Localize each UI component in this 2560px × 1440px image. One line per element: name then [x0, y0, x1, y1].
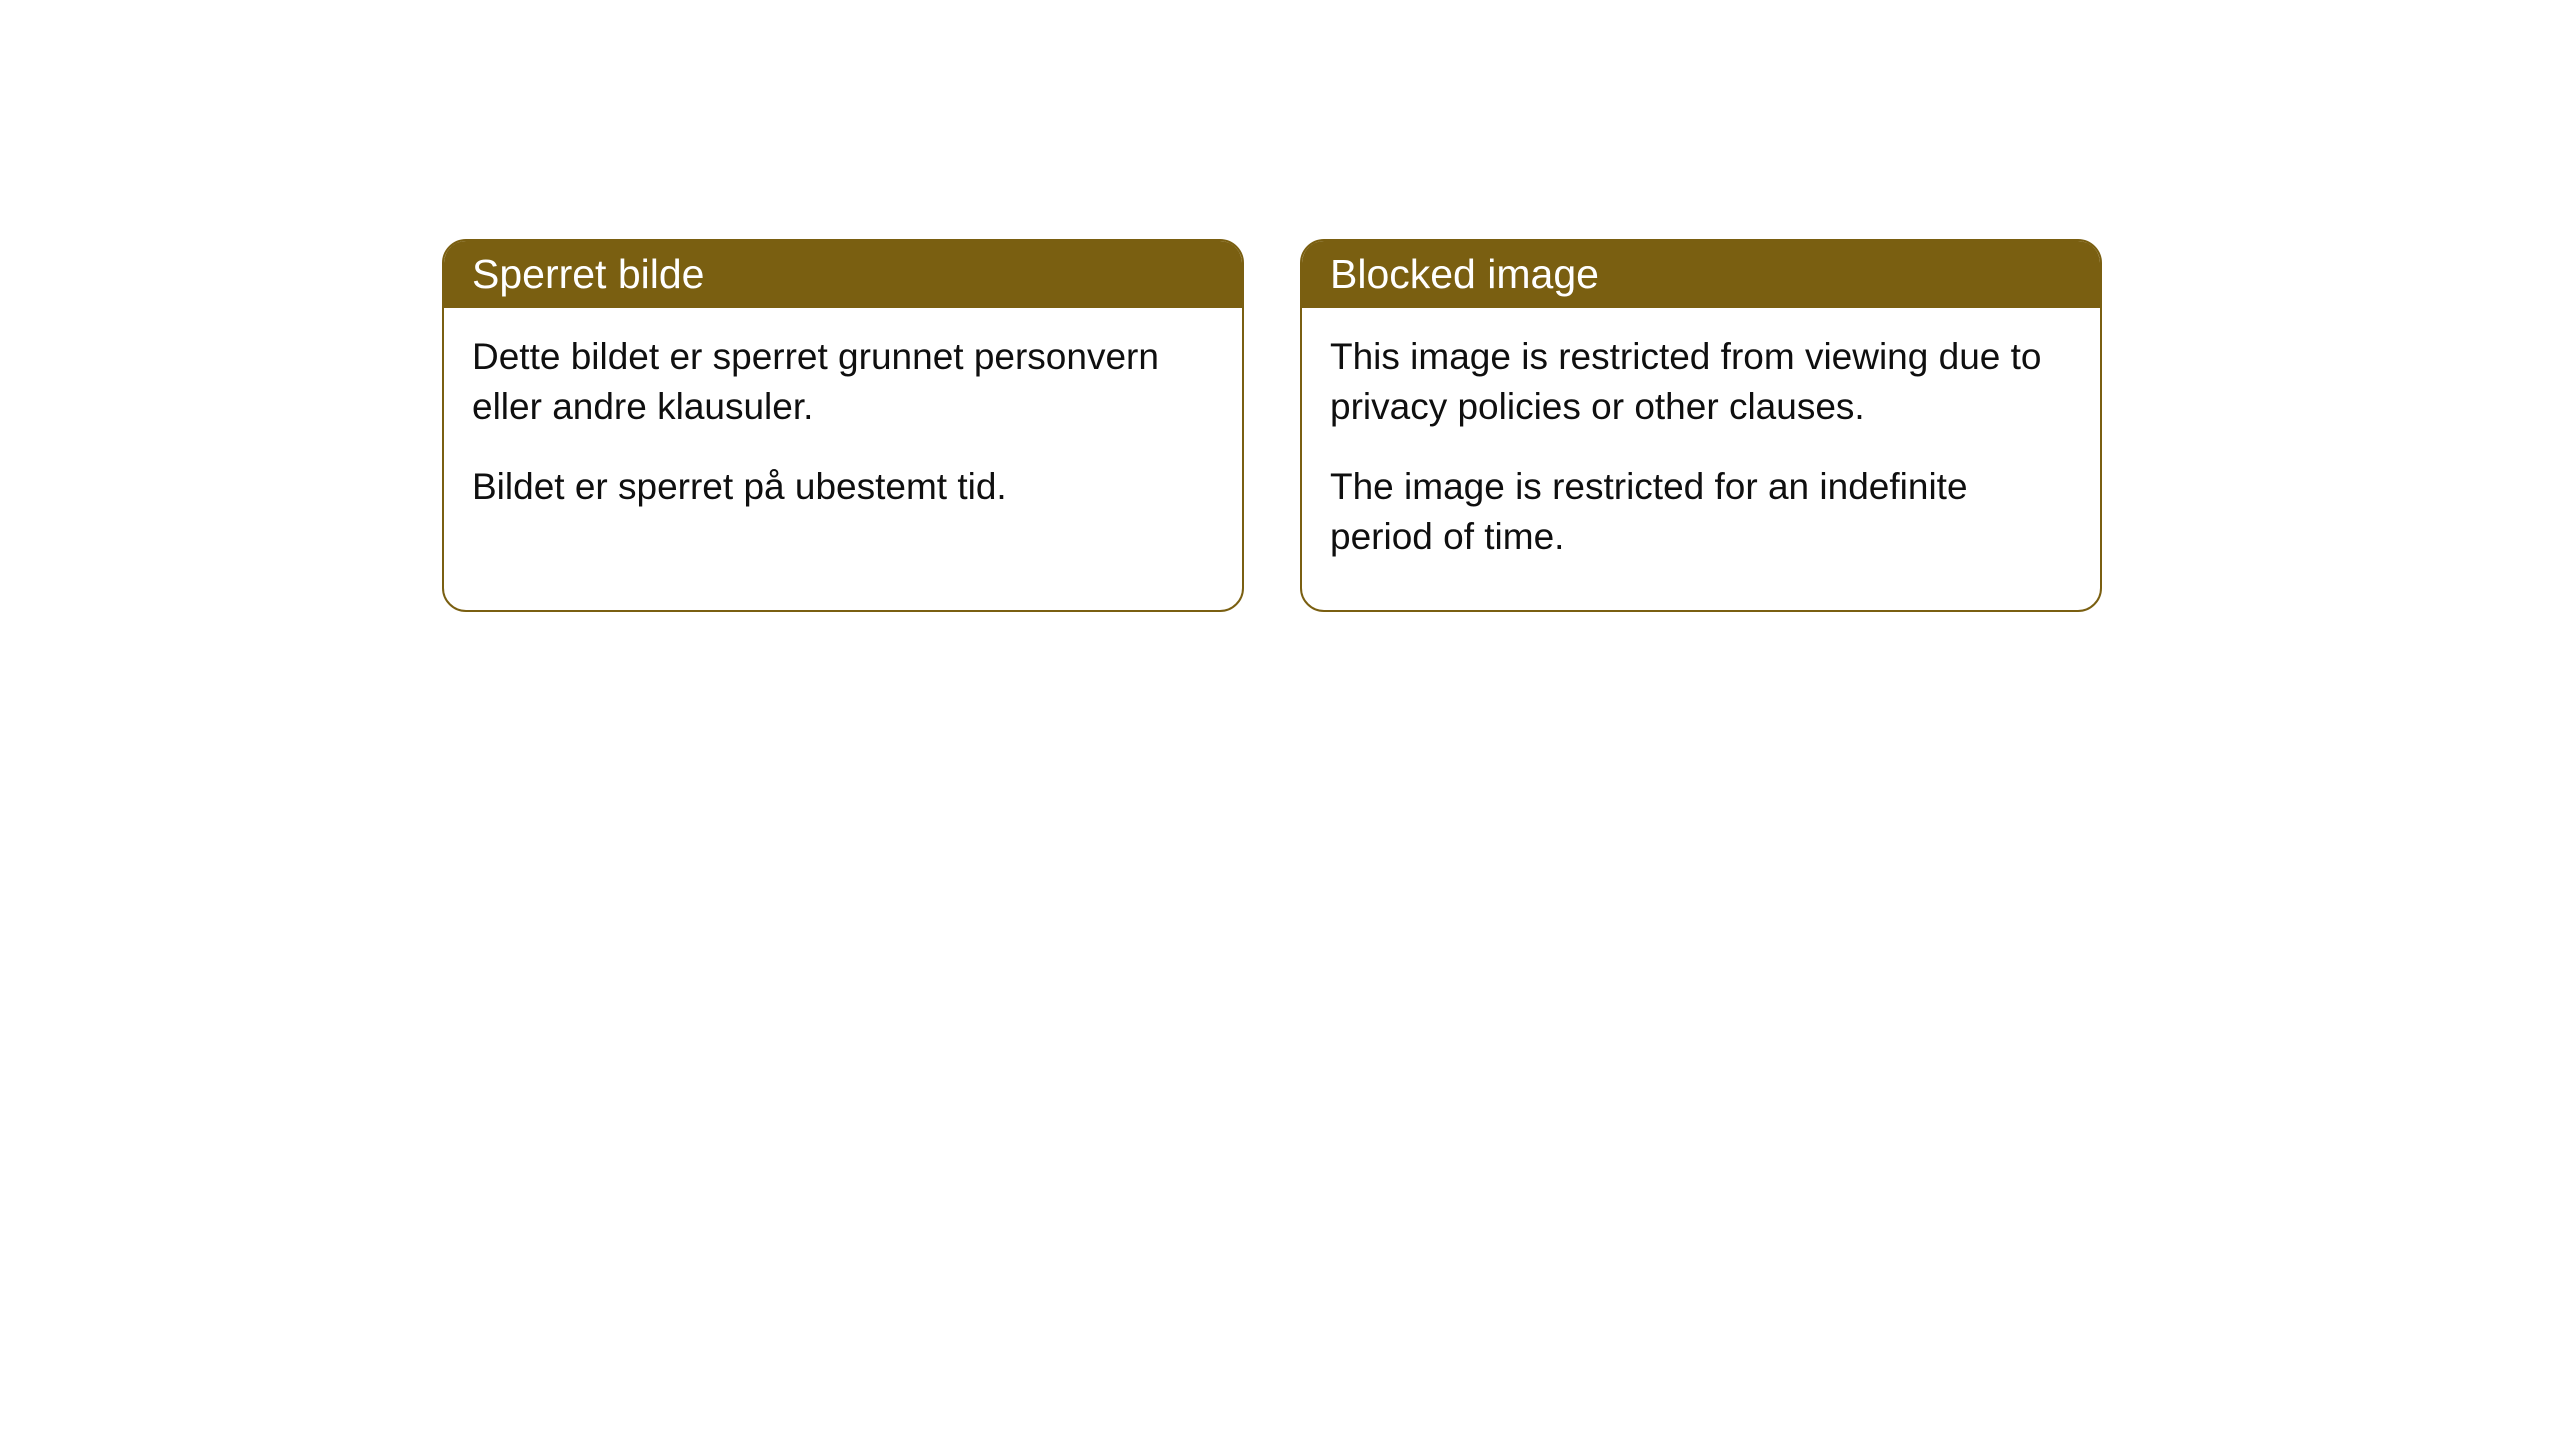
card-body-english: This image is restricted from viewing du… [1302, 308, 2100, 610]
card-paragraph: Bildet er sperret på ubestemt tid. [472, 462, 1214, 512]
card-header-english: Blocked image [1302, 241, 2100, 308]
card-paragraph: Dette bildet er sperret grunnet personve… [472, 332, 1214, 432]
card-paragraph: The image is restricted for an indefinit… [1330, 462, 2072, 562]
card-paragraph: This image is restricted from viewing du… [1330, 332, 2072, 432]
card-header-norwegian: Sperret bilde [444, 241, 1242, 308]
card-title: Sperret bilde [472, 251, 704, 297]
notice-card-english: Blocked image This image is restricted f… [1300, 239, 2102, 612]
notice-card-norwegian: Sperret bilde Dette bildet er sperret gr… [442, 239, 1244, 612]
card-title: Blocked image [1330, 251, 1599, 297]
card-body-norwegian: Dette bildet er sperret grunnet personve… [444, 308, 1242, 560]
notice-cards-container: Sperret bilde Dette bildet er sperret gr… [442, 239, 2102, 612]
